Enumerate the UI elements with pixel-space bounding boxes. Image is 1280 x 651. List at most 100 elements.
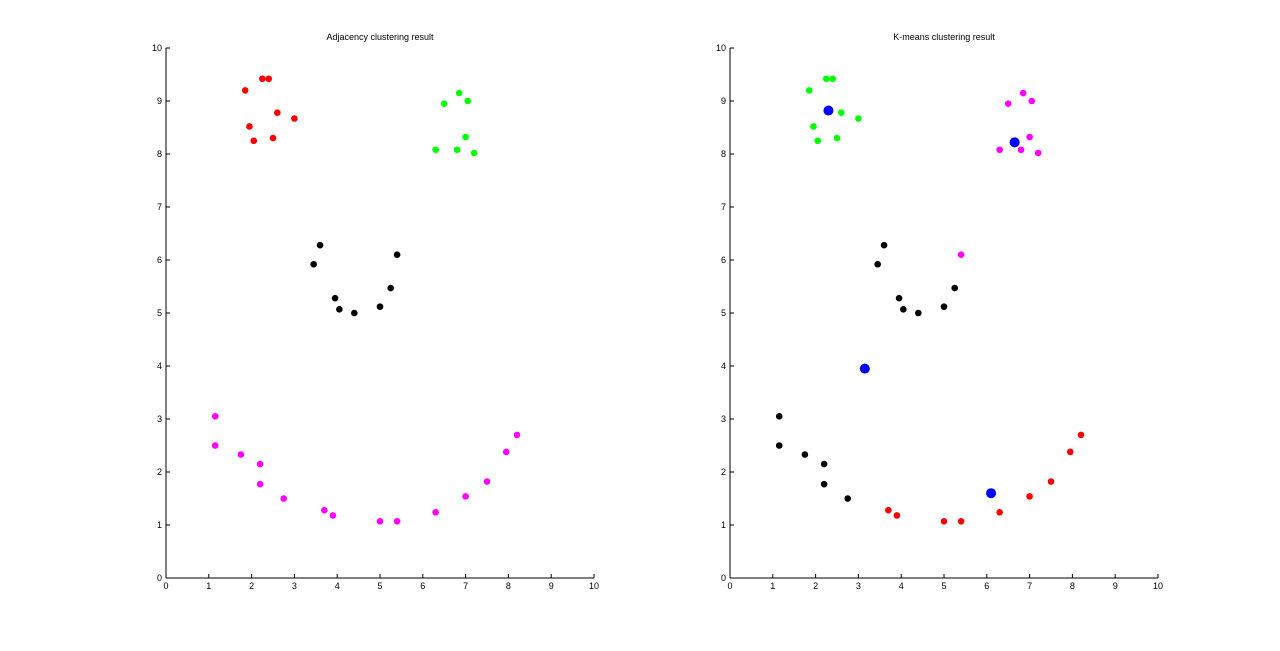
data-point <box>250 137 258 145</box>
data-point <box>259 75 266 83</box>
x-tick-label: 4 <box>899 581 904 591</box>
y-tick-label: 0 <box>721 573 726 583</box>
x-tick-label: 0 <box>163 581 168 591</box>
y-tick-label: 2 <box>721 467 726 477</box>
data-point <box>246 123 253 130</box>
data-point <box>470 149 478 157</box>
data-point <box>237 451 245 458</box>
data-point <box>256 480 264 488</box>
x-tick-label: 6 <box>984 581 989 591</box>
data-point <box>1026 493 1033 500</box>
x-tick-label: 4 <box>335 581 340 591</box>
data-point <box>464 97 472 105</box>
data-point <box>393 251 401 258</box>
data-point <box>893 512 901 519</box>
data-point <box>376 517 384 525</box>
data-point <box>951 284 958 292</box>
chart-title: Adjacency clustering result <box>326 32 434 42</box>
data-point <box>265 75 273 83</box>
series-2 <box>957 89 1042 258</box>
y-tick-label: 10 <box>152 43 162 53</box>
y-tick-label: 10 <box>716 43 726 53</box>
data-point <box>957 251 965 258</box>
y-tick-label: 9 <box>721 96 726 106</box>
data-point <box>775 442 783 449</box>
data-point <box>256 460 264 468</box>
data-point <box>440 100 448 107</box>
x-tick-label: 3 <box>856 581 861 591</box>
data-point <box>455 89 463 97</box>
data-point <box>211 442 219 449</box>
x-tick-label: 6 <box>420 581 425 591</box>
data-point <box>855 115 862 122</box>
data-point <box>829 75 837 83</box>
data-point <box>820 460 828 468</box>
x-tick-label: 2 <box>813 581 818 591</box>
y-tick-label: 5 <box>721 308 726 318</box>
data-point <box>316 241 324 249</box>
chart-panel-1: Adjacency clustering result 0 1 2 3 4 5 6 7 8 9 10 0… <box>152 32 599 591</box>
y-tick-label: 5 <box>157 308 162 318</box>
data-point <box>833 134 841 142</box>
data-point <box>1047 478 1055 485</box>
x-tick-label: 1 <box>206 581 211 591</box>
y-tick-label: 3 <box>157 414 162 424</box>
data-point <box>844 495 851 502</box>
chart-title: K-means clustering result <box>893 32 995 42</box>
x-tick-label: 9 <box>549 581 554 591</box>
x-tick-label: 5 <box>941 581 946 591</box>
series-3 <box>310 241 401 317</box>
series-5 <box>823 105 1020 499</box>
data-point <box>900 305 907 313</box>
y-tick-label: 2 <box>157 467 162 477</box>
data-point <box>329 512 337 519</box>
data-point <box>291 115 298 122</box>
series-4 <box>211 413 521 525</box>
data-point <box>462 493 469 500</box>
y-tick-label: 8 <box>157 149 162 159</box>
data-point <box>801 451 809 458</box>
x-tick-label: 0 <box>727 581 732 591</box>
data-point <box>336 305 343 313</box>
data-point <box>241 87 249 94</box>
series-4 <box>885 431 1085 525</box>
data-point <box>273 109 281 116</box>
y-tick-label: 6 <box>721 255 726 265</box>
series-3 <box>775 241 958 502</box>
x-tick-label: 7 <box>1027 581 1032 591</box>
data-point <box>1028 97 1036 105</box>
data-point <box>775 413 783 420</box>
x-tick-label: 3 <box>292 581 297 591</box>
data-point <box>321 506 328 514</box>
x-tick-label: 8 <box>1070 581 1075 591</box>
y-tick-label: 4 <box>721 361 726 371</box>
centroid-point <box>823 105 834 116</box>
data-point <box>940 303 948 310</box>
data-point <box>810 123 817 130</box>
data-point <box>996 146 1003 154</box>
series-1 <box>805 75 862 145</box>
data-point <box>823 75 830 83</box>
data-point <box>432 508 439 516</box>
y-tick-label: 7 <box>157 202 162 212</box>
data-point <box>820 480 828 488</box>
data-point <box>211 413 219 420</box>
data-point <box>483 478 491 485</box>
data-point <box>387 284 395 292</box>
x-tick-label: 2 <box>249 581 254 591</box>
y-tick-label: 9 <box>157 96 162 106</box>
centroid-point <box>986 488 997 499</box>
data-point <box>996 508 1003 516</box>
data-point <box>393 517 401 525</box>
x-tick-label: 7 <box>463 581 468 591</box>
data-point <box>880 241 888 249</box>
x-tick-label: 10 <box>1153 581 1163 591</box>
y-tick-label: 3 <box>721 414 726 424</box>
data-point <box>280 495 288 502</box>
data-point <box>814 137 822 145</box>
data-point <box>462 133 469 141</box>
x-tick-label: 1 <box>770 581 775 591</box>
data-point <box>376 303 384 310</box>
data-point <box>1066 448 1074 456</box>
